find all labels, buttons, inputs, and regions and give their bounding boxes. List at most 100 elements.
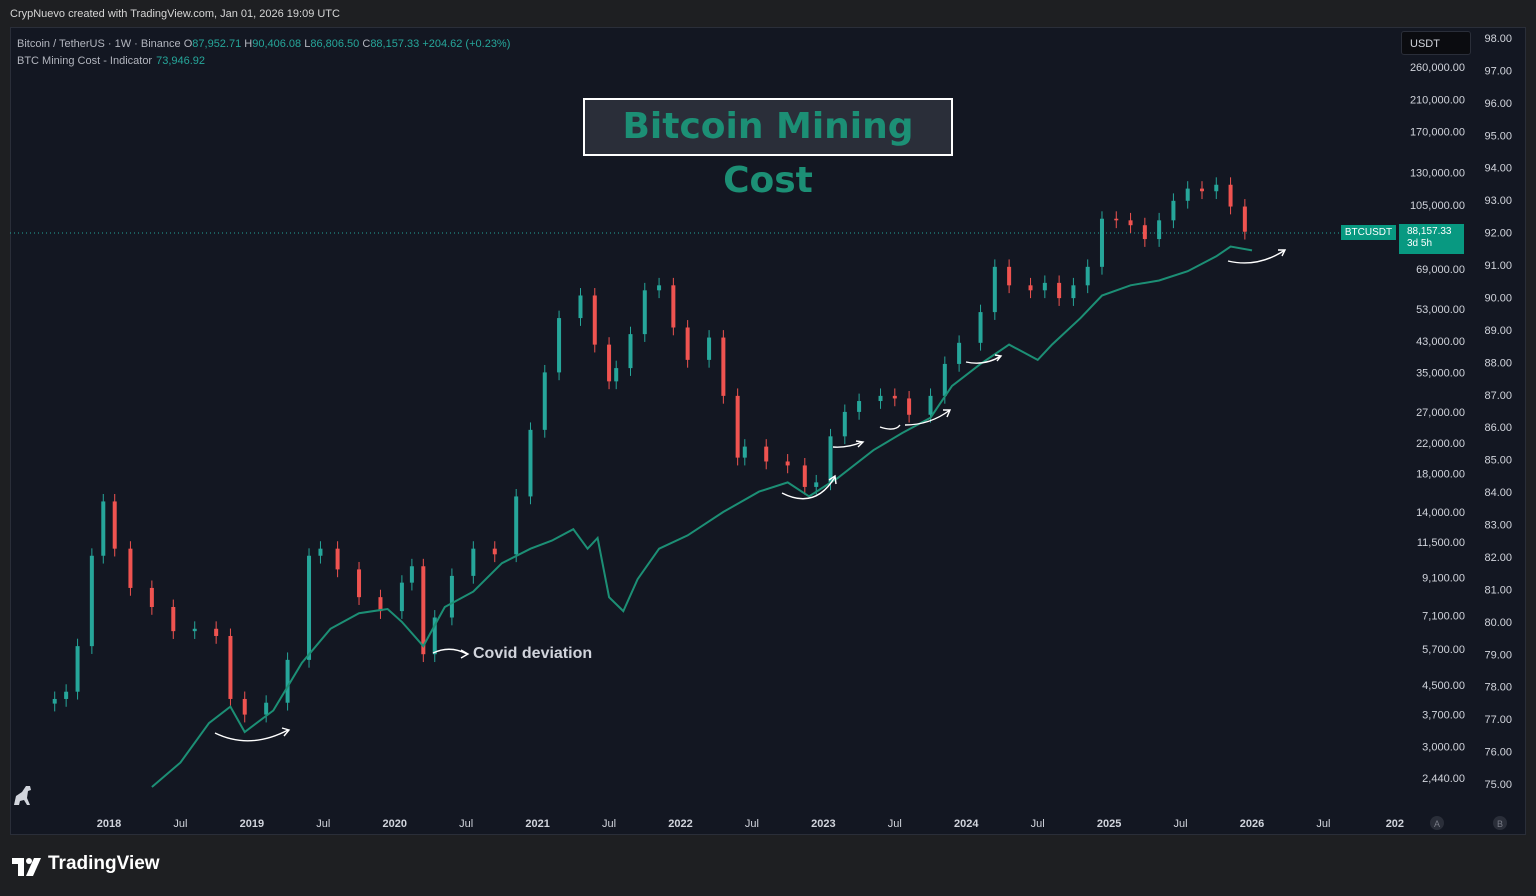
candle-body-67 <box>1128 220 1133 226</box>
candle-body-53 <box>907 398 912 415</box>
y2-tick-label-23: 75.00 <box>1484 779 1512 791</box>
high-value: 90,406.08 <box>252 38 302 50</box>
x-tick-label-2: 2019 <box>240 818 264 830</box>
last-price-value: 88,157.33 <box>1407 226 1452 237</box>
candle-body-30 <box>557 318 562 373</box>
x-tick-label-5: Jul <box>459 818 473 830</box>
candle-body-56 <box>957 342 962 364</box>
y2-tick-label-4: 94.00 <box>1484 163 1512 175</box>
y2-tick-label-22: 76.00 <box>1484 747 1512 759</box>
y-tick-label-11: 18,000.00 <box>1416 469 1465 481</box>
y-tick-label-12: 14,000.00 <box>1416 507 1465 519</box>
candle-body-47 <box>814 482 819 487</box>
candle-body-6 <box>128 548 133 588</box>
candle-body-43 <box>742 446 747 458</box>
candle-body-21 <box>409 566 414 583</box>
candle-body-59 <box>1007 266 1012 286</box>
candle-body-61 <box>1042 282 1047 291</box>
y2-tick-label-20: 78.00 <box>1484 682 1512 694</box>
candle-body-22 <box>421 566 426 655</box>
y-tick-label-10: 22,000.00 <box>1416 438 1465 450</box>
arrow-2018-head <box>281 727 291 737</box>
candle-body-19 <box>378 597 383 612</box>
candle-body-36 <box>642 290 647 335</box>
arrow-2025-head <box>1278 249 1287 257</box>
y-tick-label-15: 7,100.00 <box>1422 610 1465 622</box>
candle-body-38 <box>671 285 676 328</box>
arrow-2022 <box>781 476 836 500</box>
y2-tick-label-10: 88.00 <box>1484 357 1512 369</box>
bar-countdown: 3d 5h <box>1407 238 1433 249</box>
time-axis: 2018 Jul 2019 Jul 2020 Jul 2021 Jul 2022 Jul 2023 J… <box>97 818 1404 830</box>
candle-body-44 <box>764 446 769 462</box>
candle-body-65 <box>1099 218 1104 267</box>
y-tick-label-14: 9,100.00 <box>1422 573 1465 585</box>
chart-panel[interactable] <box>10 27 1526 835</box>
y-tick-label-17: 4,500.00 <box>1422 680 1465 692</box>
x-tick-label-7: Jul <box>602 818 616 830</box>
candle-body-35 <box>628 334 633 369</box>
y-tick-label-9: 27,000.00 <box>1416 407 1465 419</box>
low-label: L <box>304 38 311 50</box>
y2-tick-label-9: 89.00 <box>1484 325 1512 337</box>
indicator-legend-row: BTC Mining Cost - Indicator 73,946.92 <box>17 53 510 70</box>
y2-tick-label-16: 82.00 <box>1484 552 1512 564</box>
candle-body-8 <box>171 606 176 632</box>
currency-selector[interactable]: USDT <box>1401 31 1471 55</box>
y2-tick-label-19: 79.00 <box>1484 649 1512 661</box>
candle-body-17 <box>335 548 340 570</box>
y2-tick-label-0: 98.00 <box>1484 33 1512 45</box>
chart-title: Bitcoin Mining Cost <box>583 98 953 201</box>
candle-body-62 <box>1057 282 1062 299</box>
y-tick-label-18: 3,700.00 <box>1422 710 1465 722</box>
y2-tick-label-12: 86.00 <box>1484 422 1512 434</box>
y-tick-label-20: 2,440.00 <box>1422 773 1465 785</box>
arrow-2018 <box>214 729 289 742</box>
candle-body-24 <box>449 575 454 618</box>
candles-group <box>52 177 1247 723</box>
candle-body-12 <box>242 698 247 715</box>
symbol-name[interactable]: Bitcoin / TetherUS · 1W · Binance <box>17 38 181 50</box>
indicator-name[interactable]: BTC Mining Cost - Indicator <box>17 55 153 67</box>
open-label: O <box>183 38 193 50</box>
candle-body-45 <box>785 461 790 466</box>
close-value: 88,157.33 <box>370 38 420 50</box>
candle-body-3 <box>89 555 94 647</box>
candle-body-10 <box>214 628 219 636</box>
candle-body-74 <box>1228 184 1233 207</box>
covid-annotation: Covid deviation <box>473 645 593 662</box>
close-label: C <box>362 38 371 50</box>
y2-tick-label-21: 77.00 <box>1484 714 1512 726</box>
y-tick-label-3: 130,000.00 <box>1410 168 1465 180</box>
arrow-2023c-head <box>943 409 952 418</box>
candle-body-7 <box>149 587 154 607</box>
candle-body-48 <box>828 436 833 483</box>
candle-body-58 <box>992 266 997 313</box>
candle-body-40 <box>707 337 712 360</box>
x-tick-label-18: 202 <box>1386 818 1404 830</box>
y2-tick-label-2: 96.00 <box>1484 98 1512 110</box>
x-tick-label-17: Jul <box>1316 818 1330 830</box>
candle-body-11 <box>228 635 233 699</box>
candle-body-46 <box>802 465 807 487</box>
scale-b-button <box>1493 816 1507 830</box>
arrow-2023c <box>904 409 951 426</box>
x-tick-label-11: Jul <box>888 818 902 830</box>
candle-body-32 <box>592 295 597 345</box>
x-tick-label-15: Jul <box>1174 818 1188 830</box>
auto-scale-button <box>1430 816 1444 830</box>
arrow-2023a <box>832 441 863 448</box>
candle-body-16 <box>318 548 323 556</box>
indicator-value: 73,946.92 <box>156 55 206 67</box>
y-tick-label-4: 105,000.00 <box>1410 200 1465 212</box>
candle-body-20 <box>399 582 404 612</box>
candle-body-5 <box>112 501 117 549</box>
scale-b-label: B <box>1497 819 1503 829</box>
y-tick-label-19: 3,000.00 <box>1422 742 1465 754</box>
candle-body-39 <box>685 327 690 360</box>
symbol-legend-row: Bitcoin / TetherUS · 1W · Binance O87,95… <box>17 36 510 53</box>
x-tick-label-8: 2022 <box>668 818 692 830</box>
arrow-2025 <box>1227 249 1286 264</box>
candle-body-64 <box>1085 266 1090 286</box>
